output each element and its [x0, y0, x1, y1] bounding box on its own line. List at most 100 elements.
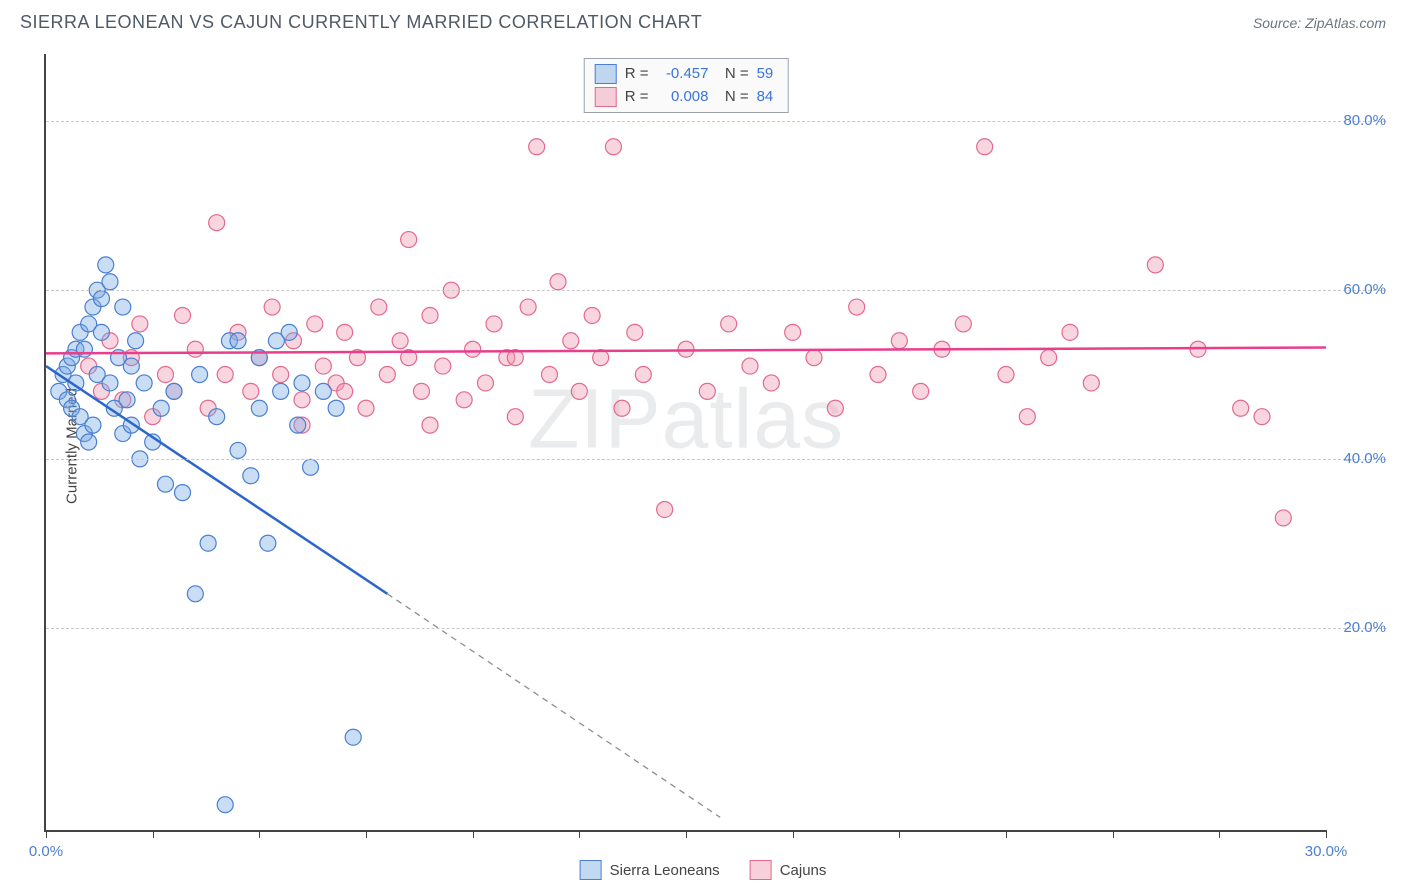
data-point — [763, 375, 779, 391]
data-point — [273, 383, 289, 399]
data-point — [401, 232, 417, 248]
data-point — [1254, 409, 1270, 425]
legend-item-series2: Cajuns — [750, 860, 827, 880]
data-point — [435, 358, 451, 374]
data-point — [571, 383, 587, 399]
legend-label-2: Cajuns — [780, 862, 827, 879]
y-tick-label: 40.0% — [1343, 450, 1386, 467]
data-point — [635, 367, 651, 383]
data-point — [1041, 350, 1057, 366]
data-point — [584, 307, 600, 323]
data-point — [1233, 400, 1249, 416]
legend-label-1: Sierra Leoneans — [610, 862, 720, 879]
data-point — [153, 400, 169, 416]
chart-header: SIERRA LEONEAN VS CAJUN CURRENTLY MARRIE… — [0, 0, 1406, 41]
data-point — [742, 358, 758, 374]
data-point — [785, 324, 801, 340]
data-point — [260, 535, 276, 551]
data-point — [76, 341, 92, 357]
data-point — [849, 299, 865, 315]
data-point — [371, 299, 387, 315]
data-point — [657, 501, 673, 517]
y-tick-label: 60.0% — [1343, 281, 1386, 298]
data-point — [230, 333, 246, 349]
data-point — [315, 358, 331, 374]
data-point — [251, 400, 267, 416]
x-tick — [1006, 830, 1007, 838]
swatch-pink-icon — [750, 860, 772, 880]
stat-r-label: R = — [625, 86, 649, 109]
data-point — [358, 400, 374, 416]
data-point — [157, 476, 173, 492]
x-tick — [46, 830, 47, 838]
data-point — [209, 409, 225, 425]
data-point — [1147, 257, 1163, 273]
data-point — [281, 324, 297, 340]
data-point — [328, 400, 344, 416]
data-point — [1019, 409, 1035, 425]
x-tick — [1219, 830, 1220, 838]
data-point — [563, 333, 579, 349]
x-tick — [579, 830, 580, 838]
legend-item-series1: Sierra Leoneans — [580, 860, 720, 880]
x-tick — [366, 830, 367, 838]
data-point — [413, 383, 429, 399]
stat-r-value-2: 0.008 — [656, 86, 708, 109]
data-point — [913, 383, 929, 399]
x-tick — [686, 830, 687, 838]
x-tick — [1326, 830, 1327, 838]
x-tick — [793, 830, 794, 838]
data-point — [614, 400, 630, 416]
data-point — [93, 324, 109, 340]
data-point — [1275, 510, 1291, 526]
data-point — [128, 333, 144, 349]
data-point — [1062, 324, 1078, 340]
data-point — [486, 316, 502, 332]
x-tick — [259, 830, 260, 838]
data-point — [998, 367, 1014, 383]
data-point — [102, 274, 118, 290]
x-tick — [899, 830, 900, 838]
data-point — [243, 383, 259, 399]
data-point — [93, 291, 109, 307]
data-point — [721, 316, 737, 332]
data-point — [315, 383, 331, 399]
data-point — [98, 257, 114, 273]
gridline — [46, 290, 1386, 291]
data-point — [294, 375, 310, 391]
gridline — [46, 121, 1386, 122]
stat-n-value-1: 59 — [757, 63, 774, 86]
gridline — [46, 628, 1386, 629]
data-point — [294, 392, 310, 408]
data-point — [550, 274, 566, 290]
swatch-blue-icon — [580, 860, 602, 880]
correlation-stats-box: R = -0.457 N = 59 R = 0.008 N = 84 — [584, 58, 789, 113]
chart-source: Source: ZipAtlas.com — [1253, 15, 1386, 31]
x-tick-label: 0.0% — [29, 843, 63, 860]
data-point — [699, 383, 715, 399]
y-tick-label: 20.0% — [1343, 619, 1386, 636]
stat-n-label: N = — [716, 63, 748, 86]
data-point — [870, 367, 886, 383]
data-point — [529, 139, 545, 155]
data-point — [392, 333, 408, 349]
data-point — [379, 367, 395, 383]
data-point — [337, 383, 353, 399]
data-point — [136, 375, 152, 391]
data-point — [119, 392, 135, 408]
x-tick-label: 30.0% — [1305, 843, 1348, 860]
data-point — [85, 417, 101, 433]
x-tick — [153, 830, 154, 838]
data-point — [264, 299, 280, 315]
data-point — [200, 535, 216, 551]
data-point — [520, 299, 536, 315]
x-tick — [1113, 830, 1114, 838]
data-point — [187, 586, 203, 602]
data-point — [290, 417, 306, 433]
data-point — [477, 375, 493, 391]
data-point — [217, 367, 233, 383]
data-point — [337, 324, 353, 340]
data-point — [345, 729, 361, 745]
data-point — [132, 316, 148, 332]
data-point — [303, 459, 319, 475]
